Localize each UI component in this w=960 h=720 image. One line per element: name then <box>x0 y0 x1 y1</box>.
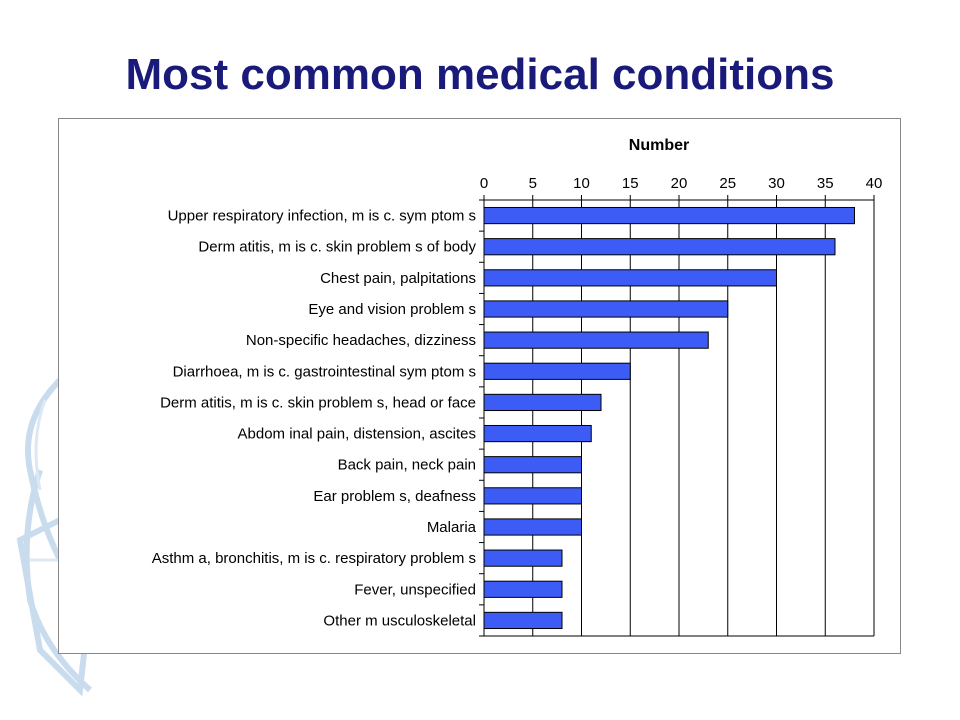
x-tick-label: 15 <box>622 175 639 192</box>
bar-7 <box>483 424 592 443</box>
category-label: Fever, unspecified <box>354 581 476 598</box>
bar-10 <box>483 518 582 536</box>
bar-3 <box>483 300 729 318</box>
tick-labels: 0 5 10 15 20 25 30 35 40 <box>480 175 883 192</box>
category-label: Diarrhoea, m is c. gastrointestinal sym … <box>173 363 476 380</box>
category-label: Abdom inal pain, distension, ascites <box>238 426 476 443</box>
bar-1 <box>483 238 836 256</box>
category-label: Other m usculoskeletal <box>323 612 476 629</box>
bar-8 <box>483 456 582 474</box>
category-label: Derm atitis, m is c. skin problem s, hea… <box>160 394 476 411</box>
x-tick-label: 5 <box>529 175 537 192</box>
bar-9 <box>483 487 582 505</box>
x-tick-label: 35 <box>817 175 834 192</box>
x-tick-label: 40 <box>866 175 883 192</box>
category-label: Eye and vision problem s <box>308 301 476 318</box>
x-tick-label: 0 <box>480 175 488 192</box>
x-tick-label: 20 <box>671 175 688 192</box>
category-label: Ear problem s, deafness <box>313 488 476 505</box>
slide-title: Most common medical conditions <box>125 50 835 99</box>
bar-5 <box>483 362 631 380</box>
bar-11 <box>483 549 563 567</box>
x-tick-label: 10 <box>573 175 590 192</box>
bar-2 <box>483 269 777 287</box>
category-labels: Upper respiratory infection, m is c. sym… <box>152 208 477 630</box>
bars <box>483 206 855 630</box>
bar-12 <box>483 580 563 598</box>
bar-0 <box>483 206 855 225</box>
bar-4 <box>483 331 709 349</box>
category-label: Non-specific headaches, dizziness <box>246 332 476 349</box>
category-label: Derm atitis, m is c. skin problem s of b… <box>198 239 476 256</box>
category-label: Malaria <box>427 519 477 536</box>
chart-frame: 0 5 10 15 20 25 30 35 40 Upper respiratory infec… <box>58 118 901 654</box>
x-tick-label: 25 <box>719 175 736 192</box>
bar-13 <box>483 611 563 630</box>
category-label: Upper respiratory infection, m is c. sym… <box>168 208 476 225</box>
bar-6 <box>483 393 602 412</box>
category-label: Back pain, neck pain <box>338 457 476 474</box>
grid-lines <box>483 200 875 636</box>
x-axis-label: Number <box>629 137 689 154</box>
category-label: Asthm a, bronchitis, m is c. respiratory… <box>152 550 476 567</box>
x-tick-label: 30 <box>768 175 785 192</box>
bar-chart: 0 5 10 15 20 25 30 35 40 Upper respiratory infec… <box>152 137 883 637</box>
axes <box>479 195 875 637</box>
category-label: Chest pain, palpitations <box>320 270 476 287</box>
